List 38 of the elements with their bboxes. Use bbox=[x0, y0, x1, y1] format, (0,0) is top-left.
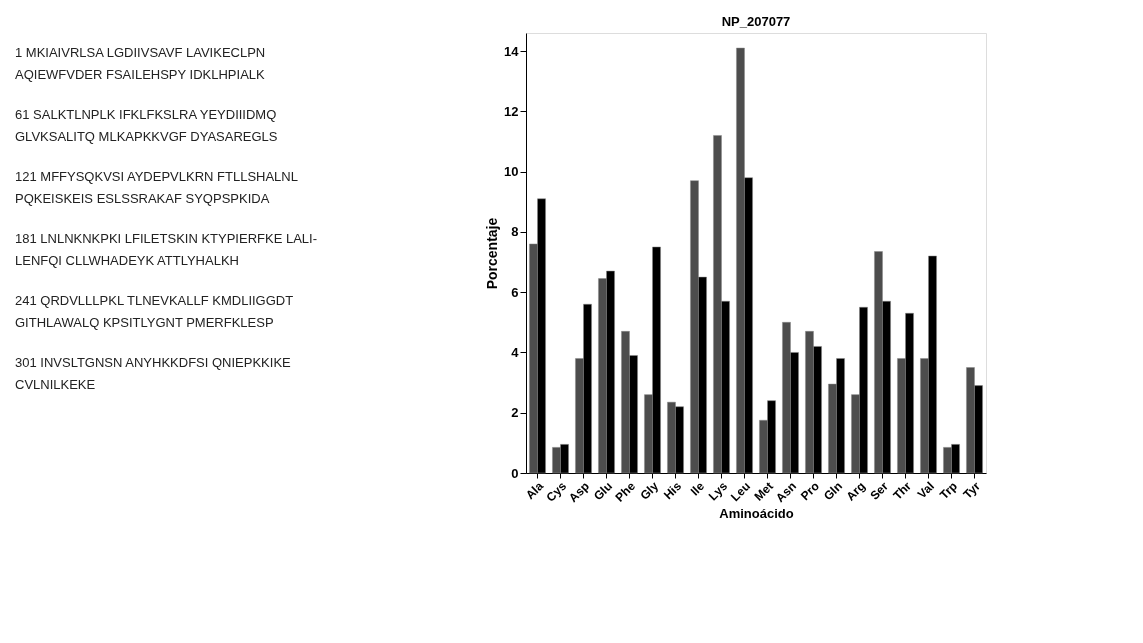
x-tick-label: His bbox=[660, 478, 685, 503]
text: 241 QRDVLLLPKL TLNEVKALLF KMDLIIGGDT bbox=[15, 293, 294, 308]
x-tick-label: Asn bbox=[773, 479, 799, 506]
x-tick-label: Thr bbox=[890, 478, 915, 503]
text: 301 INVSLTGNSN ANYHKKDFSI QNIEPKKIKE bbox=[15, 355, 292, 370]
y-tick-label: 2 bbox=[511, 405, 519, 421]
text: LENFQI CLLWHADEYK ATTLYHALKH bbox=[15, 253, 239, 268]
text: CVLNILKEKE bbox=[15, 377, 96, 392]
y-tick-label: 4 bbox=[511, 344, 520, 360]
x-tick-label: Trp bbox=[936, 479, 960, 503]
x-tick-label: Tyr bbox=[960, 478, 984, 502]
y-tick-label: 10 bbox=[504, 164, 519, 180]
y-tick-label: 6 bbox=[511, 284, 519, 300]
text: 61 SALKTLNPLK IFKLFKSLRA YEYDIIIDMQ bbox=[15, 107, 277, 122]
text: PQKEISKEIS ESLSSRAKAF SYQPSPKIDA bbox=[15, 191, 270, 206]
x-tick-label: Pro bbox=[797, 479, 822, 504]
text: 1 MKIAIVRLSA LGDIIVSAVF LAVIKECLPN bbox=[15, 45, 266, 60]
x-axis-title: Aminoácido bbox=[719, 506, 794, 522]
x-tick-label: Gly bbox=[637, 478, 662, 503]
y-tick-label: 14 bbox=[504, 43, 520, 59]
x-tick-label: Glu bbox=[590, 479, 615, 504]
x-tick-label: Met bbox=[751, 479, 776, 504]
y-tick-label: 8 bbox=[511, 224, 519, 240]
x-tick-label: Gln bbox=[820, 479, 845, 504]
y-tick-label: 0 bbox=[511, 465, 519, 481]
chart-title: NP_207077 bbox=[721, 14, 791, 29]
x-tick-label: Val bbox=[914, 479, 937, 502]
y-axis-title: Porcentaje bbox=[484, 217, 501, 290]
x-tick-label: Arg bbox=[843, 479, 868, 504]
x-tick-label: Phe bbox=[612, 478, 639, 505]
text: 181 LNLNKNKPKI LFILETSKIN KTYPIERFKE LALI- bbox=[15, 231, 318, 246]
x-tick-label: Ser bbox=[867, 478, 892, 503]
text: AQIEWFVDER FSAILEHSPY IDKLHPIALK bbox=[15, 67, 266, 82]
text: GITHLAWALQ KPSITLYGNT PMERFKLESP bbox=[15, 315, 274, 330]
y-tick-label: 12 bbox=[504, 103, 519, 119]
x-tick-label: Ile bbox=[687, 478, 708, 499]
text: 121 MFFYSQKVSI AYDEPVLKRN FTLLSHALNL bbox=[15, 169, 298, 184]
text: GLVKSALITQ MLKAPKKVGF DYASAREGLS bbox=[15, 129, 278, 144]
